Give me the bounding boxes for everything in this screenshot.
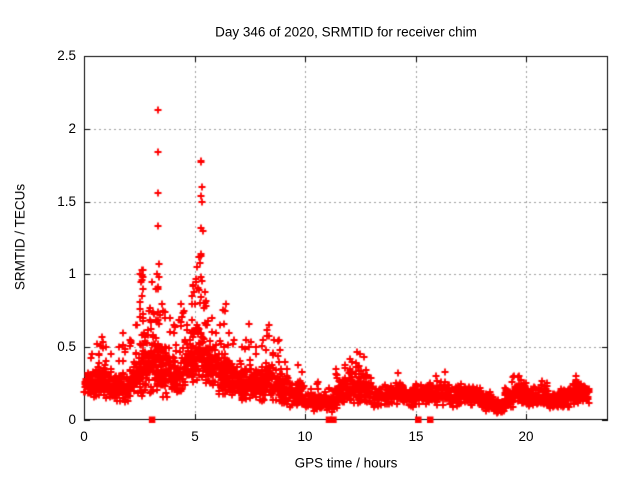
x-axis-label: GPS time / hours — [294, 455, 398, 471]
y-axis-label: SRMTID / TECUs — [12, 183, 28, 291]
x-tick-label: 5 — [191, 429, 199, 444]
x-tick-label: 10 — [297, 429, 313, 444]
x-tick-label: 15 — [408, 429, 424, 444]
y-tick-label: 0 — [68, 412, 76, 427]
y-tick-label: 1 — [68, 266, 76, 281]
y-tick-label: 2 — [68, 121, 76, 136]
y-tick-label: 1.5 — [57, 194, 76, 209]
chart-title: Day 346 of 2020, SRMTID for receiver chi… — [215, 24, 477, 40]
x-tick-label: 0 — [80, 429, 88, 444]
x-tick-label: 20 — [518, 429, 534, 444]
y-tick-label: 2.5 — [57, 48, 76, 63]
y-tick-label: 0.5 — [57, 339, 76, 354]
